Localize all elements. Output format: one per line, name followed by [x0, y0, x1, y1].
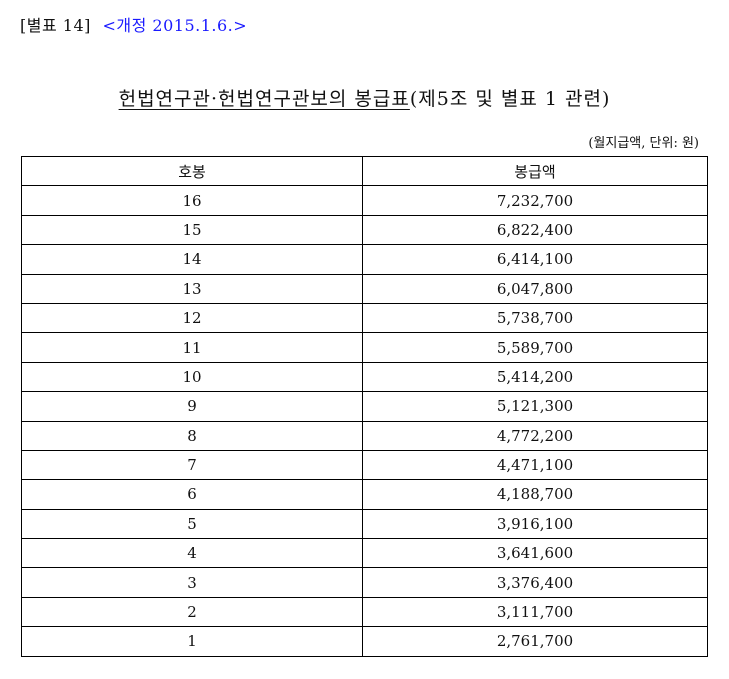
- salary-cell: 3,641,600: [362, 538, 708, 569]
- table-row: 5 3,916,100: [21, 508, 708, 540]
- salary-cell: 6,414,100: [362, 244, 708, 275]
- step-cell: 5: [21, 508, 363, 540]
- step-cell: 9: [21, 391, 363, 422]
- salary-cell: 4,188,700: [362, 479, 708, 510]
- salary-table: 호봉 봉급액 16 7,232,700 15 6,822,400 14 6,414,100…: [21, 155, 708, 657]
- table-row: 14 6,414,100: [21, 244, 708, 275]
- header-salary: 봉급액: [362, 155, 708, 187]
- step-cell: 11: [21, 332, 363, 363]
- table-row: 11 5,589,700: [21, 332, 708, 363]
- step-cell: 7: [21, 449, 363, 481]
- table-row: 7 4,471,100: [21, 449, 708, 481]
- table-row: 8 4,772,200: [21, 420, 708, 451]
- salary-cell: 5,589,700: [362, 332, 708, 363]
- table-row: 15 6,822,400: [21, 214, 708, 246]
- title-suffix: (제5조 및 별표 1 관련): [409, 88, 611, 110]
- salary-cell: 3,376,400: [362, 567, 708, 598]
- appendix-label: [별표 14]: [20, 16, 91, 35]
- table-row: 13 6,047,800: [21, 273, 708, 304]
- table-row: 12 5,738,700: [21, 302, 708, 334]
- unit-note: (월지급액, 단위: 원): [588, 136, 699, 151]
- salary-cell: 7,232,700: [362, 185, 708, 216]
- salary-cell: 5,738,700: [362, 302, 708, 334]
- table-row: 2 3,111,700: [21, 596, 708, 628]
- step-cell: 15: [21, 214, 363, 246]
- salary-cell: 4,772,200: [362, 420, 708, 451]
- step-cell: 12: [21, 302, 363, 334]
- salary-cell: 5,414,200: [362, 361, 708, 393]
- page-title: 헌법연구관·헌법연구관보의 봉급표(제5조 및 별표 1 관련): [0, 84, 729, 111]
- salary-cell: 5,121,300: [362, 391, 708, 422]
- table-row: 1 2,761,700: [21, 626, 708, 657]
- step-cell: 8: [21, 420, 363, 451]
- salary-cell: 3,111,700: [362, 596, 708, 628]
- step-cell: 14: [21, 244, 363, 275]
- amendment-date: <개정 2015.1.6.>: [102, 16, 248, 35]
- appendix-reference: [별표 14] <개정 2015.1.6.>: [20, 12, 247, 36]
- table-row: 4 3,641,600: [21, 538, 708, 569]
- step-cell: 13: [21, 273, 363, 304]
- step-cell: 3: [21, 567, 363, 598]
- table-row: 10 5,414,200: [21, 361, 708, 393]
- step-cell: 2: [21, 596, 363, 628]
- step-cell: 4: [21, 538, 363, 569]
- table-row: 16 7,232,700: [21, 185, 708, 216]
- table-header-row: 호봉 봉급액: [21, 155, 708, 187]
- salary-cell: 2,761,700: [362, 626, 708, 657]
- table-row: 6 4,188,700: [21, 479, 708, 510]
- step-cell: 10: [21, 361, 363, 393]
- table-row: 3 3,376,400: [21, 567, 708, 598]
- step-cell: 16: [21, 185, 363, 216]
- salary-cell: 6,047,800: [362, 273, 708, 304]
- salary-cell: 3,916,100: [362, 508, 708, 540]
- step-cell: 1: [21, 626, 363, 657]
- title-main: 헌법연구관·헌법연구관보의 봉급표: [118, 88, 410, 110]
- salary-cell: 6,822,400: [362, 214, 708, 246]
- table-row: 9 5,121,300: [21, 391, 708, 422]
- step-cell: 6: [21, 479, 363, 510]
- salary-cell: 4,471,100: [362, 449, 708, 481]
- header-step: 호봉: [21, 155, 363, 187]
